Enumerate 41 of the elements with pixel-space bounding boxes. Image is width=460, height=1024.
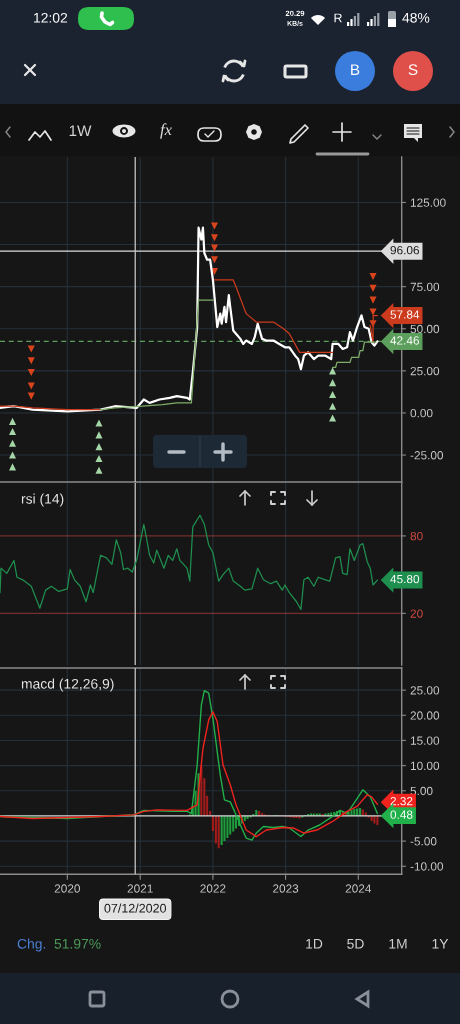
y-tick-label: 20: [410, 609, 423, 618]
y-tick-label: -5.00: [410, 837, 437, 846]
x-tick-label: 2022: [200, 884, 226, 893]
y-tick-label: 15.00: [410, 736, 440, 745]
x-tick-label: 2020: [54, 884, 80, 893]
text: S: [408, 64, 418, 76]
text: macd (12,26,9): [21, 678, 114, 692]
y-tick-label: 25.00: [410, 366, 440, 376]
text: 1W: [69, 125, 92, 136]
ref-line-label: 96.06: [390, 246, 420, 255]
x-tick-label: 2024: [345, 884, 372, 893]
y-tick-label: 0.00: [410, 408, 433, 418]
text: 51.97%: [54, 938, 101, 949]
ref-line-label: 07/12/2020: [104, 903, 167, 913]
data-label: 45.80: [390, 574, 420, 584]
text: 1Y: [432, 939, 449, 949]
y-tick-label: 125.00: [410, 198, 446, 207]
y-tick-label: 50.00: [410, 324, 440, 334]
y-tick-label: -10.00: [410, 862, 444, 871]
text: R: [334, 13, 342, 23]
ref-line-label: 42.46: [390, 336, 420, 345]
y-tick-label: -25.00: [410, 451, 444, 460]
text: fx: [160, 123, 172, 139]
text: rsi (14): [21, 493, 64, 507]
text: 48%: [402, 12, 430, 23]
data-label: 2.32: [390, 796, 413, 806]
y-tick-label: 10.00: [410, 761, 440, 771]
text: Chg.: [17, 938, 46, 952]
text: 1D: [306, 939, 323, 949]
y-tick-label: 25.00: [410, 686, 440, 695]
x-tick-label: 2023: [273, 884, 299, 893]
y-tick-label: 20.00: [410, 711, 440, 720]
data-label: 57.84: [390, 310, 420, 319]
text: B: [351, 64, 360, 75]
data-label: 0.48: [390, 810, 413, 819]
text: 5D: [347, 939, 364, 949]
text: 12:02: [34, 12, 68, 23]
y-tick-label: 75.00: [410, 282, 440, 292]
text: 1M: [389, 939, 407, 949]
x-tick-label: 2021: [127, 884, 153, 893]
y-tick-label: 80: [410, 531, 423, 541]
